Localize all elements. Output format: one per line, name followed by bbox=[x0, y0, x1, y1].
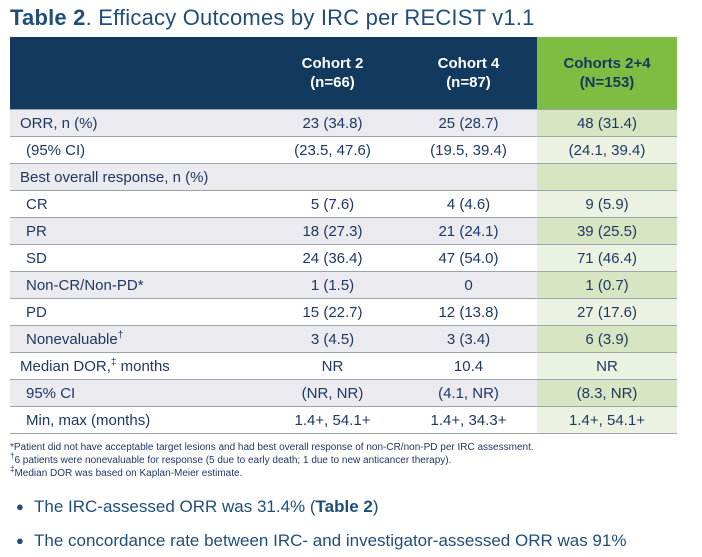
table-title-bold: Table 2 bbox=[10, 5, 86, 30]
summary-bullets: ● The IRC-assessed ORR was 31.4% (Table 2… bbox=[16, 496, 692, 557]
row-value: 5 (7.6) bbox=[265, 190, 400, 218]
row-label: Non-CR/Non-PD* bbox=[10, 271, 265, 299]
table-row: CR 5 (7.6) 4 (4.6) 9 (5.9) bbox=[10, 190, 677, 218]
row-value: 6 (3.9) bbox=[537, 325, 677, 353]
row-value: 39 (25.5) bbox=[537, 217, 677, 245]
row-value: 0 bbox=[400, 271, 537, 299]
row-value: 23 (34.8) bbox=[265, 109, 400, 137]
footnote: *Patient did not have acceptable target … bbox=[10, 442, 534, 453]
row-value: 1.4+, 54.1+ bbox=[537, 406, 677, 434]
row-label: Nonevaluable† bbox=[10, 325, 265, 353]
row-label: Median DOR,‡ months bbox=[10, 352, 265, 380]
row-value: 9 (5.9) bbox=[537, 190, 677, 218]
row-value: 15 (22.7) bbox=[265, 298, 400, 326]
bullet-dot-icon: ● bbox=[16, 499, 24, 514]
bullet-item: ● The IRC-assessed ORR was 31.4% (Table 2… bbox=[16, 496, 692, 518]
header-cohort-2-name: Cohort 2 bbox=[301, 55, 364, 72]
table-row: PD 15 (22.7) 12 (13.8) 27 (17.6) bbox=[10, 298, 677, 326]
row-value: 1 (1.5) bbox=[265, 271, 400, 299]
row-value: (4.1, NR) bbox=[400, 379, 537, 407]
row-value: (23.5, 47.6) bbox=[265, 136, 400, 164]
row-value: NR bbox=[537, 352, 677, 380]
header-cohorts-2-4-name: Cohorts 2+4 bbox=[563, 55, 651, 72]
table-body: ORR, n (%) 23 (34.8) 25 (28.7) 48 (31.4) (95… bbox=[10, 109, 677, 434]
footnote: †6 patients were nonevaluable for respon… bbox=[10, 451, 452, 466]
row-label: Min, max (months) bbox=[10, 406, 265, 434]
bullet-text: The concordance rate between IRC- and in… bbox=[34, 530, 626, 552]
row-label: 95% CI bbox=[10, 379, 265, 407]
row-value: 27 (17.6) bbox=[537, 298, 677, 326]
bullet-text: The IRC-assessed ORR was 31.4% (Table 2) bbox=[34, 496, 379, 518]
header-cohort-2: Cohort 2 (n=66) bbox=[265, 37, 400, 110]
row-value bbox=[400, 163, 537, 191]
table-row: Min, max (months) 1.4+, 54.1+ 1.4+, 34.3+ 1… bbox=[10, 406, 677, 434]
row-value: 24 (36.4) bbox=[265, 244, 400, 272]
table-title: Table 2. Efficacy Outcomes by IRC per RE… bbox=[10, 5, 535, 31]
header-cohorts-2-4-n: (N=153) bbox=[579, 74, 635, 91]
row-label: CR bbox=[10, 190, 265, 218]
bullet-item: ● The concordance rate between IRC- and i… bbox=[16, 530, 692, 552]
row-label: ORR, n (%) bbox=[10, 109, 265, 137]
table-row: Nonevaluable† 3 (4.5) 3 (3.4) 6 (3.9) bbox=[10, 325, 677, 353]
table-row: 95% CI (NR, NR) (4.1, NR) (8.3, NR) bbox=[10, 379, 677, 407]
header-cohort-4-name: Cohort 4 bbox=[437, 55, 500, 72]
row-value bbox=[537, 163, 677, 191]
row-value: NR bbox=[265, 352, 400, 380]
row-value: (8.3, NR) bbox=[537, 379, 677, 407]
row-value: (NR, NR) bbox=[265, 379, 400, 407]
row-label: SD bbox=[10, 244, 265, 272]
bullet-text-segment: ) bbox=[372, 497, 379, 516]
header-cohorts-2-4: Cohorts 2+4 (N=153) bbox=[537, 37, 677, 110]
footnote: ‡Median DOR was based on Kaplan-Meier es… bbox=[10, 464, 243, 479]
row-value: 71 (46.4) bbox=[537, 244, 677, 272]
row-value: 3 (3.4) bbox=[400, 325, 537, 353]
row-value: (19.5, 39.4) bbox=[400, 136, 537, 164]
row-value: 47 (54.0) bbox=[400, 244, 537, 272]
row-value: 21 (24.1) bbox=[400, 217, 537, 245]
row-label: PR bbox=[10, 217, 265, 245]
bullet-text-bold: Table 2 bbox=[315, 497, 373, 516]
row-label: (95% CI) bbox=[10, 136, 265, 164]
table-row: (95% CI) (23.5, 47.6) (19.5, 39.4) (24.1, 3… bbox=[10, 136, 677, 164]
header-cohort-2-n: (n=66) bbox=[310, 74, 355, 91]
table-title-rest: . Efficacy Outcomes by IRC per RECIST v1… bbox=[85, 5, 535, 30]
table-row: ORR, n (%) 23 (34.8) 25 (28.7) 48 (31.4) bbox=[10, 109, 677, 137]
row-value: 1 (0.7) bbox=[537, 271, 677, 299]
row-value: 1.4+, 34.3+ bbox=[400, 406, 537, 434]
bullet-dot-icon: ● bbox=[16, 533, 24, 548]
header-row: Cohort 2 (n=66) Cohort 4 (n=87) Cohorts … bbox=[10, 37, 677, 110]
row-value: 25 (28.7) bbox=[400, 109, 537, 137]
bullet-text-segment: The IRC-assessed ORR was 31.4% ( bbox=[34, 497, 316, 516]
row-value: 3 (4.5) bbox=[265, 325, 400, 353]
table-row: PR 18 (27.3) 21 (24.1) 39 (25.5) bbox=[10, 217, 677, 245]
table-row: Median DOR,‡ months NR 10.4 NR bbox=[10, 352, 677, 380]
footnotes: *Patient did not have acceptable target … bbox=[10, 441, 690, 480]
efficacy-outcomes-table: Cohort 2 (n=66) Cohort 4 (n=87) Cohorts … bbox=[10, 37, 677, 434]
header-cohort-4-n: (n=87) bbox=[446, 74, 491, 91]
row-value: 18 (27.3) bbox=[265, 217, 400, 245]
header-empty-cell bbox=[10, 37, 265, 110]
row-value: 1.4+, 54.1+ bbox=[265, 406, 400, 434]
row-label: PD bbox=[10, 298, 265, 326]
row-value: 10.4 bbox=[400, 352, 537, 380]
row-value bbox=[265, 163, 400, 191]
row-value: 12 (13.8) bbox=[400, 298, 537, 326]
bullet-text-segment: The concordance rate between IRC- and in… bbox=[34, 531, 627, 550]
row-value: 4 (4.6) bbox=[400, 190, 537, 218]
header-cohort-4: Cohort 4 (n=87) bbox=[400, 37, 537, 110]
row-label: Best overall response, n (%) bbox=[10, 163, 265, 191]
table-row: Best overall response, n (%) bbox=[10, 163, 677, 191]
table-row: SD 24 (36.4) 47 (54.0) 71 (46.4) bbox=[10, 244, 677, 272]
row-value: (24.1, 39.4) bbox=[537, 136, 677, 164]
row-value: 48 (31.4) bbox=[537, 109, 677, 137]
table-row: Non-CR/Non-PD* 1 (1.5) 0 1 (0.7) bbox=[10, 271, 677, 299]
